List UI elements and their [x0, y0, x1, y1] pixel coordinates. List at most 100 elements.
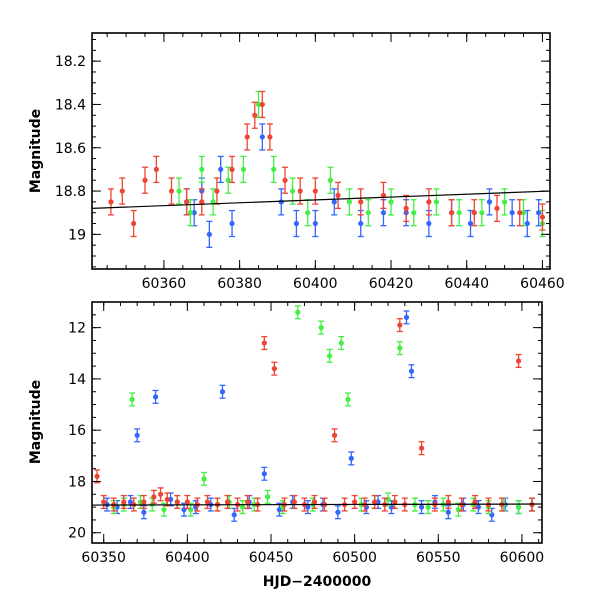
top-green-point — [520, 199, 527, 227]
bottom-green-marker — [129, 396, 135, 403]
top-x-tick-label: 60360 — [142, 276, 187, 292]
bottom-blue-marker — [403, 314, 410, 320]
bottom-green-point — [264, 489, 271, 504]
top-red-marker — [539, 214, 546, 220]
bottom-red-marker — [445, 499, 451, 505]
top-green-point — [198, 155, 205, 184]
bottom-green-point — [344, 392, 351, 407]
top-y-tick-label: 18.6 — [55, 141, 86, 157]
top-green-marker — [456, 210, 462, 216]
bottom-red-marker — [271, 366, 277, 372]
bottom-trend-line — [92, 503, 542, 506]
bottom-red-point — [515, 353, 522, 369]
top-blue-marker — [467, 220, 474, 227]
top-x-tick-label: 60420 — [369, 276, 414, 292]
top-red-marker — [199, 199, 205, 205]
bottom-panel: 60350 60400 60450 60500 60550 60600 12 14 16 18 20… — [28, 301, 544, 590]
top-green-point — [187, 199, 194, 227]
top-red-marker — [494, 205, 500, 211]
top-green-marker — [388, 199, 394, 205]
bottom-red-marker — [515, 358, 522, 364]
top-red-marker — [380, 192, 387, 198]
bottom-red-point — [445, 494, 452, 510]
bottom-y-axis-label: Magnitude — [28, 380, 44, 464]
top-red-point — [380, 181, 387, 210]
bottom-y-tick-label: 14 — [68, 372, 86, 388]
bottom-red-point — [271, 361, 278, 376]
bottom-red-marker — [311, 499, 318, 505]
top-green-point — [433, 188, 440, 216]
bottom-red-marker — [392, 499, 398, 505]
top-red-marker — [142, 177, 148, 183]
bottom-red-marker — [101, 499, 107, 505]
top-green-point — [327, 166, 334, 194]
top-red-point — [539, 203, 546, 231]
top-green-marker — [433, 199, 440, 205]
top-red-marker — [108, 199, 114, 205]
top-red-marker — [214, 188, 220, 194]
bottom-red-point — [472, 494, 479, 510]
top-blue-point — [467, 209, 474, 238]
bottom-red-marker — [204, 499, 211, 505]
top-blue-point — [293, 209, 300, 238]
bottom-red-marker — [141, 499, 147, 505]
bottom-red-point — [244, 494, 251, 510]
bottom-red-point — [311, 494, 318, 510]
bottom-x-tick-label: 60400 — [165, 550, 210, 566]
bottom-blue-marker — [408, 368, 415, 374]
top-green-point — [304, 199, 311, 227]
bottom-red-point — [351, 494, 358, 510]
bottom-red-marker — [291, 499, 298, 505]
top-red-point — [141, 166, 148, 194]
bottom-green-marker — [239, 504, 246, 510]
bottom-x-tick-label: 60500 — [332, 550, 377, 566]
top-red-point — [229, 155, 236, 184]
bottom-blue-point — [408, 364, 415, 379]
bottom-red-marker — [151, 494, 157, 500]
bottom-red-marker — [352, 499, 358, 505]
bottom-blue-marker — [418, 504, 425, 510]
top-red-point — [471, 199, 478, 227]
top-y-tick-label: 18.8 — [55, 184, 86, 200]
bottom-red-marker — [121, 499, 127, 505]
top-red-point — [403, 194, 410, 223]
top-blue-point — [331, 188, 338, 216]
bottom-blue-marker — [348, 455, 354, 461]
top-green-marker — [225, 177, 231, 183]
top-red-marker — [252, 112, 258, 118]
top-red-marker — [282, 177, 288, 183]
top-green-point — [365, 199, 372, 227]
top-green-marker — [305, 210, 311, 216]
bottom-green-point — [129, 392, 136, 407]
top-green-point — [388, 188, 395, 216]
bottom-blue-marker — [134, 432, 140, 438]
top-red-marker — [448, 210, 455, 216]
top-red-point — [357, 188, 364, 216]
top-red-point — [297, 177, 304, 205]
top-x-tick-label: 60380 — [217, 276, 262, 292]
bottom-red-point — [224, 494, 231, 510]
top-green-marker — [520, 210, 527, 216]
bottom-red-point — [204, 494, 211, 510]
bottom-green-marker — [345, 396, 351, 403]
bottom-blue-marker — [261, 471, 267, 477]
bottom-y-tick-label: 18 — [68, 474, 86, 490]
top-green-marker — [271, 166, 277, 173]
bottom-green-marker — [295, 309, 301, 315]
bottom-blue-point — [475, 500, 482, 515]
bottom-red-marker — [174, 499, 180, 505]
bottom-blue-marker — [141, 509, 147, 515]
bottom-red-point — [261, 335, 268, 351]
top-red-point — [516, 199, 523, 227]
top-red-marker — [358, 199, 364, 205]
top-blue-point — [278, 188, 285, 216]
bottom-x-tick-label: 60550 — [416, 550, 461, 566]
bottom-x-axis-label: HJD−2400000 — [263, 574, 372, 590]
bottom-x-tick-label: 60450 — [249, 550, 294, 566]
top-blue-marker — [312, 220, 318, 227]
bottom-green-point — [338, 335, 345, 351]
bottom-red-marker — [224, 499, 231, 505]
bottom-red-marker — [331, 432, 338, 438]
top-red-marker — [471, 210, 477, 216]
bottom-x-tick-label: 60350 — [81, 550, 126, 566]
